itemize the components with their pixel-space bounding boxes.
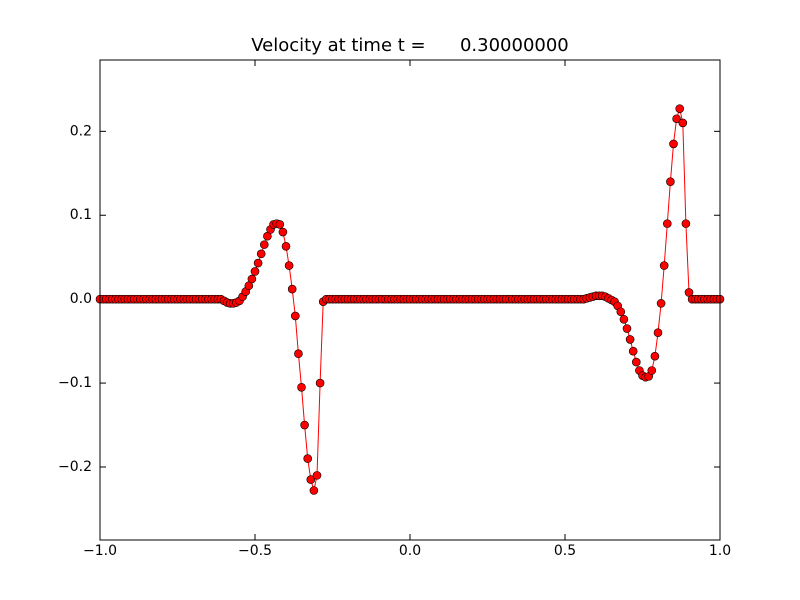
data-point [672, 114, 681, 124]
x-tick-label: 0.0 [399, 543, 421, 559]
data-point [666, 177, 675, 186]
x-tick-label: −1.0 [83, 543, 117, 559]
data-point [653, 328, 663, 338]
data-point [281, 241, 291, 251]
x-tick-label: −0.5 [238, 543, 272, 559]
data-point [675, 104, 685, 113]
data-point [662, 219, 672, 228]
data-point [256, 249, 266, 259]
data-point [625, 335, 635, 344]
data-point [300, 420, 309, 430]
data-point [250, 267, 260, 276]
data-point [669, 139, 678, 149]
y-tick-label: 0.0 [70, 291, 92, 307]
data-point [315, 378, 325, 388]
plot-frame [99, 59, 721, 541]
data-point [616, 307, 626, 317]
chart-title: Velocity at time t = 0.30000000 [251, 35, 569, 56]
data-point [253, 258, 263, 268]
data-point [628, 346, 638, 356]
data-point [290, 311, 300, 321]
y-tick-label: −0.1 [58, 375, 92, 391]
data-point [294, 349, 303, 359]
x-tick-label: 1.0 [709, 543, 731, 559]
data-point [659, 261, 669, 270]
data-point [259, 240, 269, 249]
data-point [622, 324, 632, 333]
data-point [297, 382, 306, 392]
data-point [275, 220, 285, 229]
data-point [284, 261, 294, 270]
data-point [247, 274, 257, 284]
data-point [303, 454, 313, 463]
data-point [287, 284, 297, 294]
data-point [306, 475, 316, 484]
data-point [619, 315, 629, 324]
data-point [650, 351, 660, 361]
data-point [631, 357, 641, 367]
data-point [312, 471, 322, 480]
data-point [647, 366, 657, 375]
data-point [681, 219, 691, 228]
y-tick-label: −0.2 [58, 459, 92, 475]
y-tick-label: 0.2 [70, 123, 92, 139]
data-point [278, 227, 288, 237]
data-point [309, 486, 319, 495]
data-point [656, 299, 666, 308]
x-tick-label: 0.5 [554, 543, 576, 559]
data-point [678, 118, 688, 128]
y-tick-label: 0.1 [70, 207, 92, 223]
